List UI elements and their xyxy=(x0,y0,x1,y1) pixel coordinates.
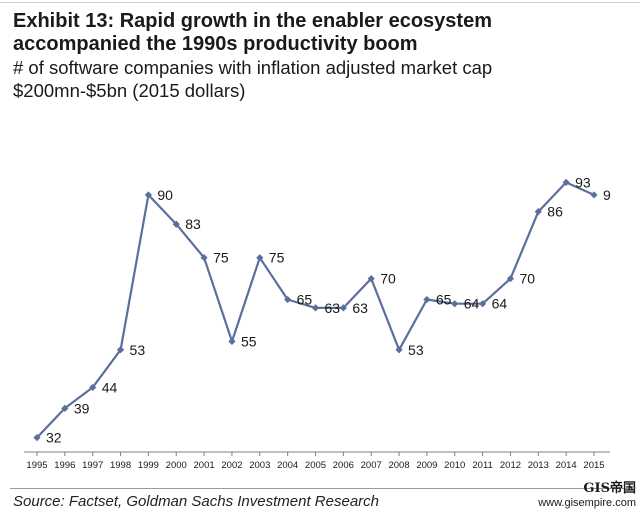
x-tick-label: 2014 xyxy=(556,460,577,471)
x-tick-label: 2005 xyxy=(305,460,326,471)
data-label: 53 xyxy=(130,342,146,358)
x-tick-label: 1999 xyxy=(138,460,159,471)
data-label: 70 xyxy=(519,271,535,287)
data-label: 70 xyxy=(380,271,396,287)
x-tick-label: 2015 xyxy=(583,460,604,471)
data-point xyxy=(256,254,264,262)
data-point xyxy=(284,295,292,304)
x-tick-label: 2000 xyxy=(166,460,187,471)
data-label: 90 xyxy=(157,187,173,203)
x-tick-label: 2001 xyxy=(194,460,215,471)
data-point xyxy=(423,295,431,304)
data-label: 32 xyxy=(46,430,62,446)
data-label: 83 xyxy=(185,216,201,232)
data-point xyxy=(479,300,487,308)
data-point xyxy=(33,434,41,442)
data-label: 44 xyxy=(102,379,118,395)
x-tick-label: 1995 xyxy=(26,460,47,471)
data-label: 39 xyxy=(74,400,90,416)
x-tick-label: 2010 xyxy=(444,460,465,471)
data-label: 64 xyxy=(492,296,508,312)
data-point xyxy=(172,220,180,228)
x-tick-label: 2007 xyxy=(361,460,382,471)
data-point xyxy=(200,254,208,262)
data-point xyxy=(395,346,403,354)
data-point xyxy=(590,191,598,199)
data-label: 93 xyxy=(575,174,591,190)
data-point xyxy=(144,191,152,199)
x-tick-label: 1998 xyxy=(110,460,131,471)
data-label: 65 xyxy=(297,292,313,308)
data-label: 75 xyxy=(213,250,229,266)
data-point xyxy=(367,275,375,283)
chart-subtitle-line-2: $200mn-$5bn (2015 dollars) xyxy=(13,80,246,101)
data-point xyxy=(562,178,570,186)
chart-header: Exhibit 13: Rapid growth in the enabler … xyxy=(13,10,633,102)
data-point xyxy=(451,300,459,308)
chart-title-line-2: accompanied the 1990s productivity boom xyxy=(13,33,418,55)
data-label: 53 xyxy=(408,342,424,358)
data-label: 86 xyxy=(547,204,563,220)
x-tick-label: 2012 xyxy=(500,460,521,471)
data-label: 75 xyxy=(269,250,285,266)
x-tick-label: 2006 xyxy=(333,460,354,471)
data-point xyxy=(89,383,97,392)
data-label: 55 xyxy=(241,333,257,349)
x-tick-label: 2002 xyxy=(221,460,242,471)
top-rule xyxy=(0,2,640,3)
data-point xyxy=(116,346,125,354)
data-point xyxy=(311,304,320,312)
x-tick-label: 2009 xyxy=(416,460,437,471)
data-point xyxy=(534,208,542,216)
chart-title-line-1: Exhibit 13: Rapid growth in the enabler … xyxy=(13,10,492,32)
x-tick-label: 2003 xyxy=(249,460,270,471)
chart-subtitle-line-1: # of software companies with inflation a… xyxy=(13,57,493,78)
source-rule xyxy=(10,488,630,489)
data-label: 63 xyxy=(325,300,341,316)
data-label: 65 xyxy=(436,292,452,308)
data-label: 9 xyxy=(603,187,611,203)
x-tick-label: 1996 xyxy=(54,460,75,471)
watermark-url: www.gisempire.com xyxy=(538,497,636,509)
data-label: 64 xyxy=(464,296,480,312)
watermark-logo: GIS帝国 xyxy=(583,481,636,496)
data-label: 63 xyxy=(352,300,368,316)
data-point xyxy=(61,404,69,412)
x-tick-label: 2008 xyxy=(388,460,409,471)
x-tick-label: 2004 xyxy=(277,460,298,471)
data-point xyxy=(339,304,347,312)
source-note: Source: Factset, Goldman Sachs Investmen… xyxy=(13,493,379,510)
data-point xyxy=(228,337,236,345)
x-tick-label: 2013 xyxy=(528,460,549,471)
data-point xyxy=(506,275,515,283)
x-tick-label: 2011 xyxy=(472,460,492,471)
watermark: GIS帝国 www.gisempire.com xyxy=(538,482,636,510)
x-tick-label: 1997 xyxy=(82,460,103,471)
